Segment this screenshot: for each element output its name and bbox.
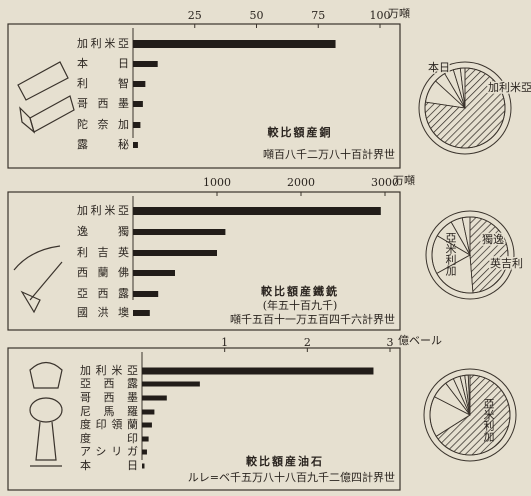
bar [142, 463, 145, 469]
bar [142, 409, 155, 415]
pie-label: 亞米利加 [482, 398, 495, 443]
pie-label: 亞米利加 [444, 232, 457, 277]
chart-frame [7, 23, 401, 169]
bar [133, 229, 226, 235]
bar [133, 142, 138, 148]
unit-label: 万噸 [393, 173, 415, 187]
pie-outer-ring [423, 368, 517, 462]
category-label: 亞西露 [77, 287, 129, 300]
copper-illustration [17, 61, 75, 134]
pie-label: 英吉利 [490, 256, 523, 270]
bar [142, 436, 149, 442]
x-tick-label: 50 [250, 9, 264, 22]
bar [133, 207, 381, 215]
pie-outer-ring [425, 210, 515, 300]
pie-slice [461, 216, 471, 256]
lamp-illustration [29, 361, 63, 467]
x-tick-label: 3000 [371, 176, 399, 189]
x-tick-label: 1 [221, 336, 228, 349]
pie-label: 獨逸 [482, 232, 504, 246]
pie-outer-ring [418, 61, 512, 155]
unit-label: 億ベール [398, 334, 442, 347]
category-label: 哥西墨 [77, 97, 129, 110]
category-label: 陀奈加 [77, 117, 129, 131]
bar [133, 270, 175, 276]
bar [142, 367, 374, 375]
chart-title: 較比額産油石 [246, 454, 324, 468]
unit-label: 万噸 [388, 6, 410, 20]
x-tick-label: 3 [387, 336, 394, 349]
chart-footnote: 噸百八千二万八十百計界世 [263, 147, 395, 161]
pie-label: 加利米亞 [488, 81, 531, 94]
pie-slice [436, 254, 474, 294]
bar [142, 422, 152, 428]
bar [133, 310, 150, 316]
bar [142, 395, 167, 401]
category-label: 哥西墨 [80, 391, 138, 404]
pie-slice [459, 67, 466, 109]
pie-slice [469, 216, 509, 294]
chart-frame [7, 347, 401, 491]
category-label: 西蘭佛 [77, 266, 129, 279]
x-tick-label: 2 [304, 336, 311, 349]
chart-title: 較比額産鐵銑 [261, 284, 339, 298]
bar [133, 122, 141, 128]
pie-slice [435, 374, 511, 456]
bar [133, 40, 336, 48]
category-label: 國洪墺 [77, 305, 129, 319]
category-label: 亞西露 [80, 377, 138, 390]
x-tick-label: 75 [311, 9, 325, 22]
chart-frame [7, 191, 401, 331]
bar [133, 101, 143, 107]
bar [133, 291, 159, 297]
category-label: 利吉英 [77, 245, 129, 259]
pie-label: 本日 [428, 60, 450, 74]
bar [133, 61, 158, 67]
chart-footnote: 噸千五百十一万五百四千六計界世 [230, 312, 395, 326]
x-tick-label: 2000 [287, 176, 315, 189]
iron-illustration [13, 245, 63, 314]
bar [142, 381, 200, 387]
chart-subtitle: (年五十百九千) [263, 298, 338, 312]
x-tick-label: 100 [370, 9, 391, 22]
x-tick-label: 1000 [203, 176, 231, 189]
bar [133, 81, 146, 87]
bar [142, 449, 147, 455]
chart-footnote: ルレ=ベ千五万八十八百九千二億四計界世 [188, 470, 395, 484]
bar [133, 250, 217, 256]
chart-title: 較比額産銅 [268, 125, 333, 139]
x-tick-label: 25 [188, 9, 202, 22]
category-label: 尼馬羅 [80, 405, 138, 418]
pie-slice [467, 374, 471, 416]
